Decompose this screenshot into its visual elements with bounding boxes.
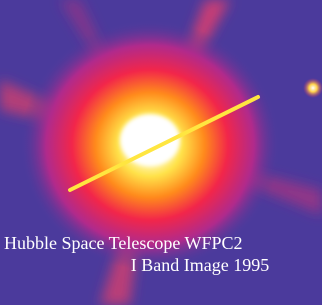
caption-line: Hubble Space Telescope WFPC2 (4, 233, 243, 253)
page: Hubble Space Telescope WFPC2 I Band Imag… (0, 0, 322, 305)
caption-line: I Band Image 1995 (131, 255, 269, 275)
hubble-image: Hubble Space Telescope WFPC2 I Band Imag… (0, 0, 322, 305)
